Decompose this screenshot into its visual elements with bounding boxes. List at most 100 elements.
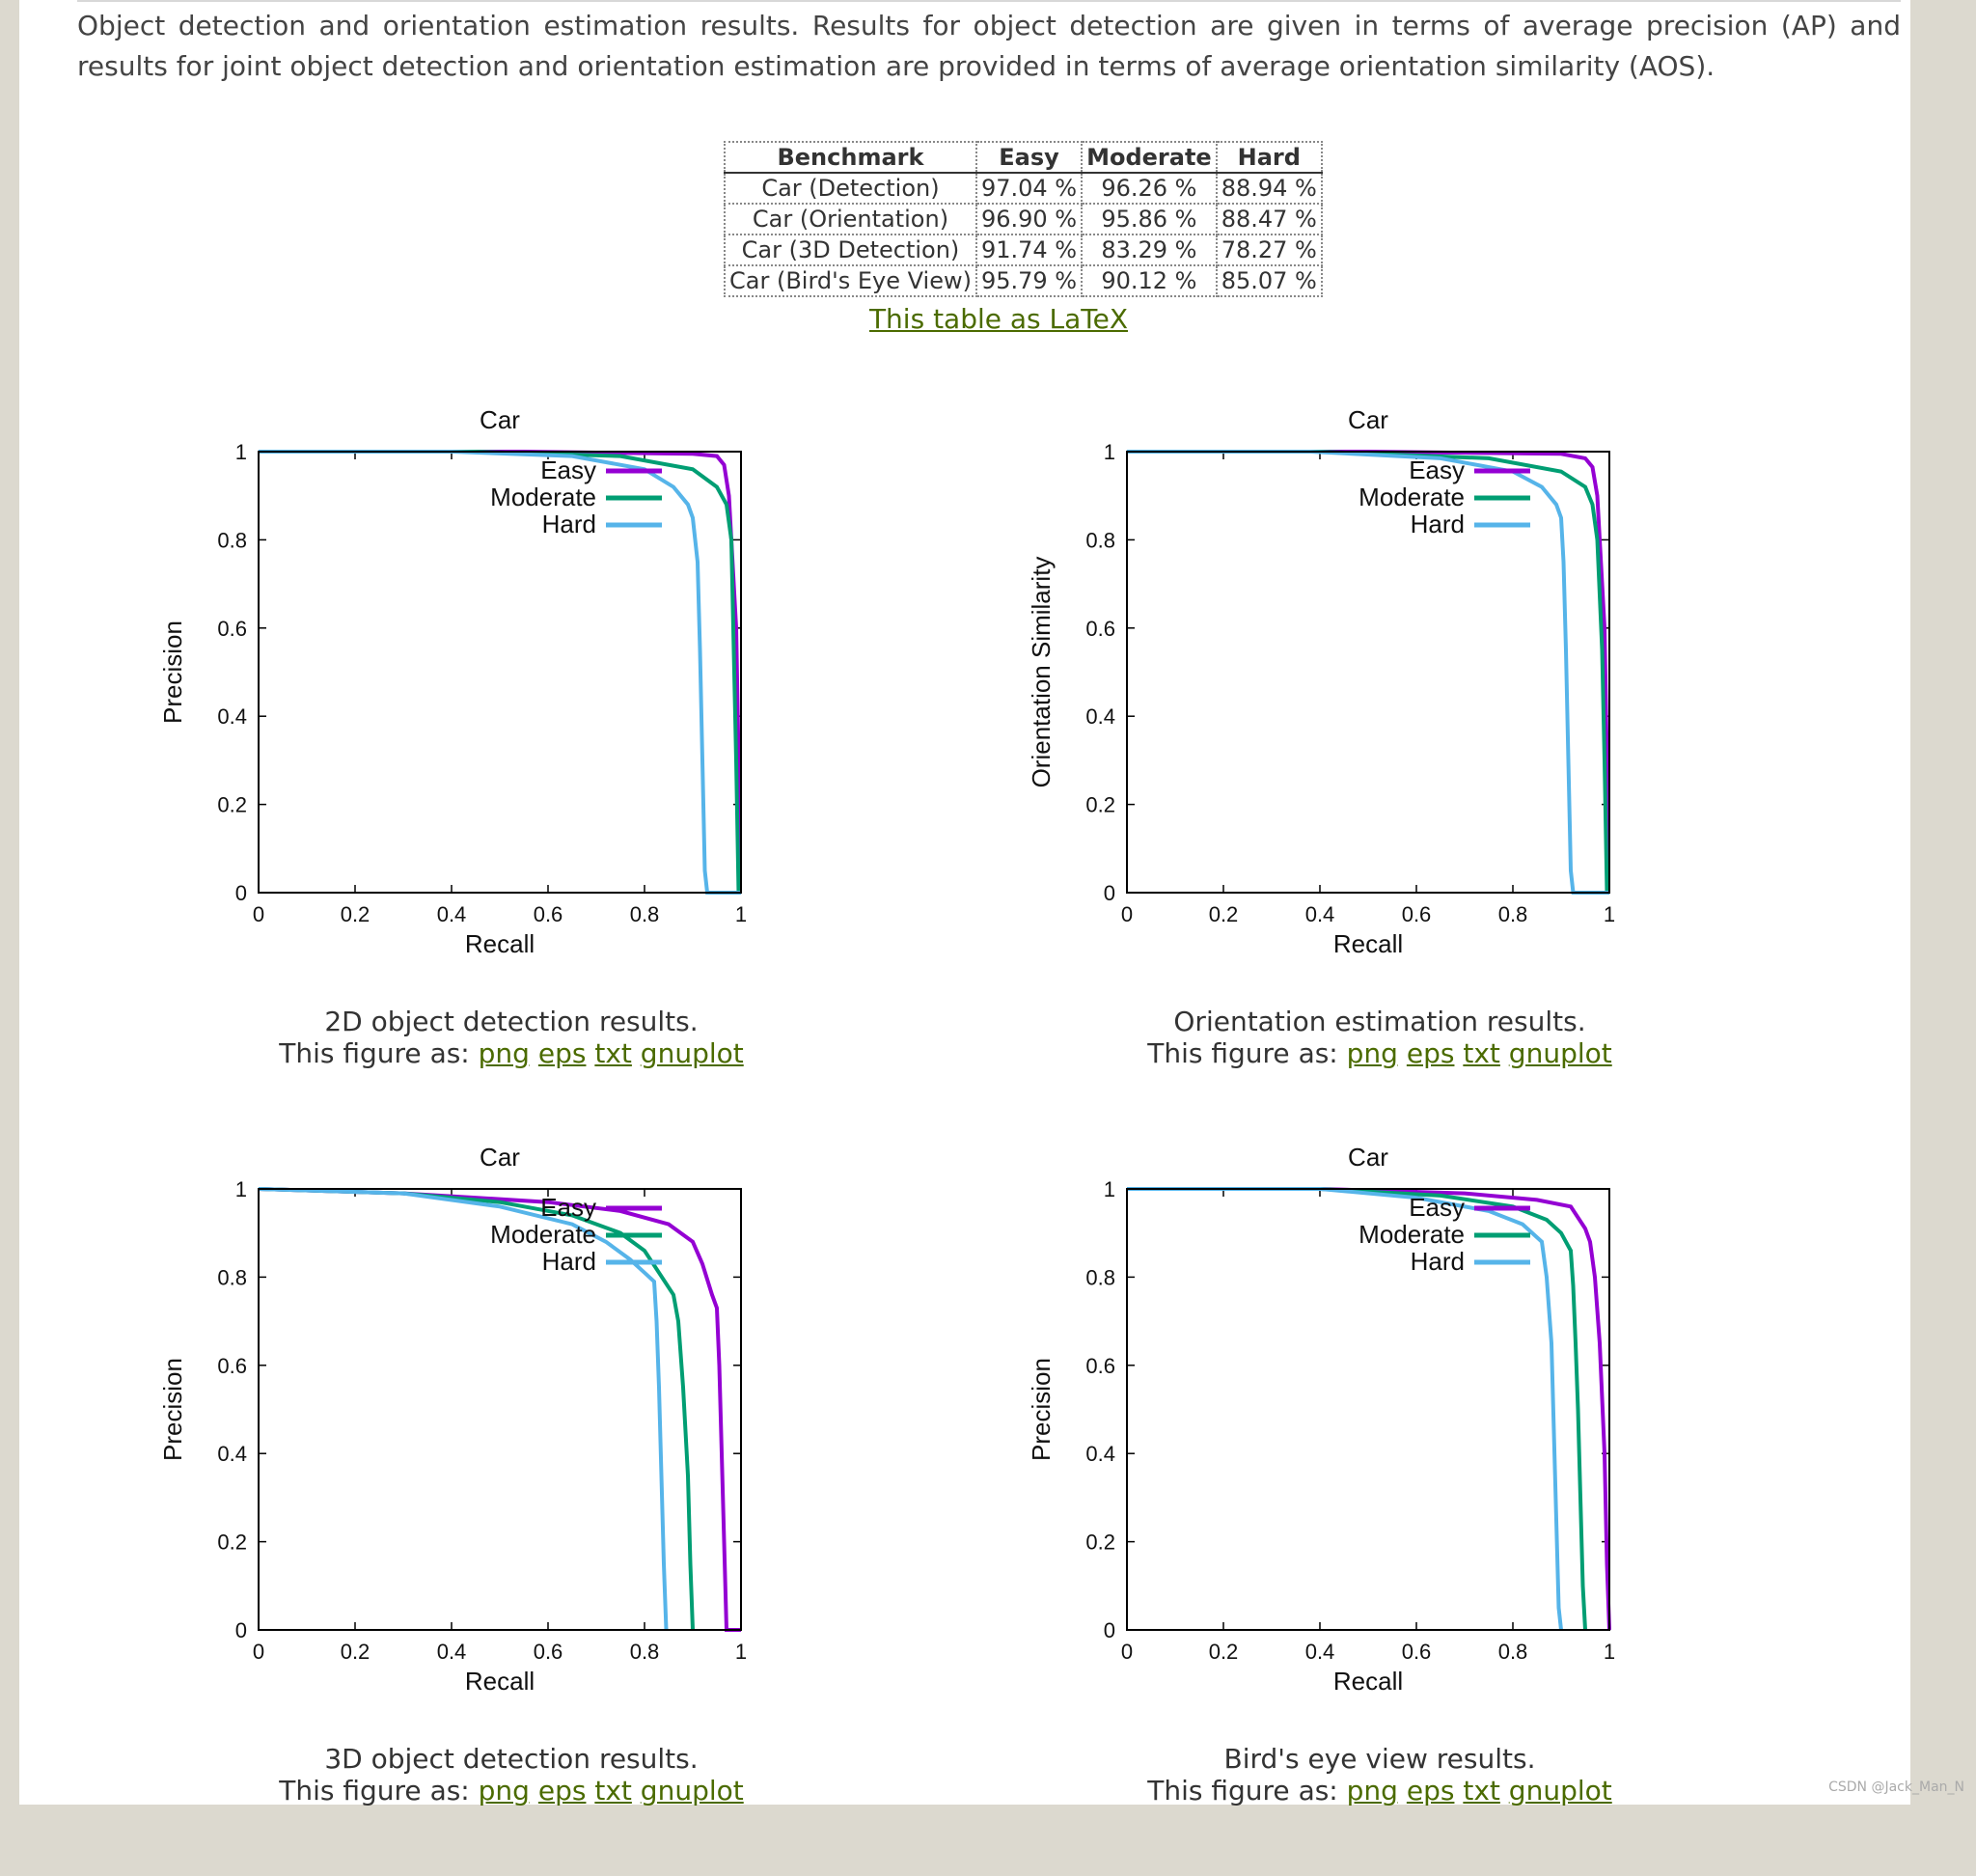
series-line-easy [1127, 450, 1610, 895]
y-axis-label: Precision [1027, 1358, 1056, 1461]
gnuplot-link[interactable]: gnuplot [1508, 1037, 1612, 1069]
y-tick-label: 1 [1104, 440, 1115, 464]
y-tick-label: 0.2 [1085, 793, 1115, 817]
table-header-row: Benchmark Easy Moderate Hard [724, 141, 1323, 174]
gnuplot-link[interactable]: gnuplot [640, 1775, 744, 1807]
legend-label-hard: Hard [1411, 510, 1465, 538]
chart-title: Car [480, 1143, 520, 1172]
legend-label-moderate: Moderate [1358, 483, 1465, 511]
header-cell: Moderate [1081, 141, 1218, 174]
legend-label-hard: Hard [1411, 1247, 1465, 1276]
x-axis-label: Recall [1333, 929, 1403, 958]
table-row: Car (3D Detection) 91.74 % 83.29 % 78.27… [724, 234, 1323, 266]
plot-frame [258, 1188, 742, 1631]
x-tick-label: 0.4 [1305, 1640, 1335, 1664]
png-link[interactable]: png [1346, 1037, 1398, 1069]
figure-links-prefix: This figure as: [1147, 1775, 1338, 1807]
table-cell: Car (Detection) [724, 172, 977, 205]
table-row: Car (Orientation) 96.90 % 95.86 % 88.47 … [724, 203, 1323, 235]
table-cell: Car (Orientation) [724, 203, 977, 235]
png-link[interactable]: png [478, 1037, 530, 1069]
y-tick-label: 0.6 [217, 617, 247, 641]
legend-label-moderate: Moderate [490, 1220, 596, 1249]
y-tick-label: 0.8 [1085, 528, 1115, 552]
y-tick-label: 0.2 [217, 793, 247, 817]
legend-label-hard: Hard [542, 1247, 596, 1276]
table-cell: 96.26 % [1081, 172, 1218, 205]
eps-link[interactable]: eps [1406, 1775, 1455, 1807]
header-cell: Easy [974, 141, 1084, 174]
eps-link[interactable]: eps [537, 1037, 587, 1069]
chart-orientation: Car 0 0.2 0.4 0.6 0.8 1 0 0.2 0.4 0.6 0.8 1 Recall Ori… [1027, 405, 1615, 958]
gnuplot-link[interactable]: gnuplot [1508, 1775, 1612, 1807]
series-line-hard [1127, 1187, 1563, 1631]
x-axis-label: Recall [465, 1667, 535, 1696]
series-line-easy [258, 1187, 741, 1632]
chart-3d-detection: Car 0 0.2 0.4 0.6 0.8 1 0 0.2 0.4 0.6 0.8 1 Recall Pre… [158, 1143, 747, 1696]
x-tick-label: 0.4 [437, 1640, 467, 1664]
x-tick-label: 0.6 [1402, 1640, 1432, 1664]
table-cell: 85.07 % [1215, 264, 1323, 297]
table-cell: Car (Bird's Eye View) [724, 264, 977, 297]
figure-links: This figure as: png eps txt gnuplot [946, 1775, 1814, 1807]
series-line-easy [259, 450, 742, 895]
series-line-moderate [1127, 450, 1609, 895]
png-link[interactable]: png [478, 1775, 530, 1807]
y-tick-label: 0.8 [217, 1265, 247, 1289]
table-cell: Car (3D Detection) [724, 234, 977, 266]
txt-link[interactable]: txt [1463, 1037, 1500, 1069]
x-tick-label: 0.6 [534, 902, 563, 926]
txt-link[interactable]: txt [1463, 1775, 1500, 1807]
txt-link[interactable]: txt [594, 1037, 632, 1069]
x-tick-label: 0.8 [1498, 902, 1528, 926]
latex-table-link[interactable]: This table as LaTeX [868, 303, 1129, 335]
table-cell: 88.94 % [1215, 172, 1323, 205]
y-tick-label: 1 [1104, 1177, 1115, 1201]
caption-text: Bird's eye view results. [1223, 1743, 1536, 1775]
legend-label-moderate: Moderate [1358, 1220, 1465, 1249]
figure-orientation: Car 0 0.2 0.4 0.6 0.8 1 0 0.2 0.4 0.6 0.8 1 Recall Ori… [946, 405, 1814, 1139]
caption-text: Orientation estimation results. [1173, 1006, 1586, 1037]
figure-links: This figure as: png eps txt gnuplot [946, 1037, 1814, 1069]
figure-links-prefix: This figure as: [1147, 1037, 1338, 1069]
table-cell: 90.12 % [1081, 264, 1218, 297]
x-tick-label: 0 [253, 902, 264, 926]
figure-caption: 2D object detection results. This figure… [77, 1006, 946, 1069]
figure-links-prefix: This figure as: [279, 1037, 470, 1069]
x-tick-label: 1 [735, 902, 747, 926]
caption-text: 2D object detection results. [324, 1006, 699, 1037]
x-tick-label: 0.2 [341, 902, 370, 926]
chart-title: Car [1348, 405, 1388, 434]
y-tick-label: 1 [235, 1177, 247, 1201]
x-tick-label: 1 [1604, 1640, 1615, 1664]
top-divider [77, 0, 1901, 2]
y-tick-label: 0.4 [1085, 1442, 1115, 1466]
y-axis-label: Precision [158, 1358, 187, 1461]
x-tick-label: 0.2 [1209, 1640, 1239, 1664]
series-line-hard [1127, 450, 1609, 895]
figure-3d-detection: Car 0 0.2 0.4 0.6 0.8 1 0 0.2 0.4 0.6 0.8 1 Recall Pre… [77, 1143, 946, 1876]
y-tick-label: 0.2 [217, 1531, 247, 1555]
x-axis-label: Recall [465, 929, 535, 958]
legend-label-easy: Easy [1409, 1193, 1465, 1222]
header-cell: Hard [1215, 141, 1323, 174]
plot-frame [258, 451, 742, 894]
legend-label-hard: Hard [542, 510, 596, 538]
y-tick-label: 0.2 [1085, 1531, 1115, 1555]
x-tick-label: 1 [735, 1640, 747, 1664]
gnuplot-link[interactable]: gnuplot [640, 1037, 744, 1069]
eps-link[interactable]: eps [1406, 1037, 1455, 1069]
txt-link[interactable]: txt [594, 1775, 632, 1807]
content-panel: Object detection and orientation estimat… [19, 0, 1910, 1807]
series-line-hard [258, 1187, 669, 1631]
chart-title: Car [1348, 1143, 1388, 1172]
eps-link[interactable]: eps [537, 1775, 587, 1807]
x-tick-label: 0.2 [341, 1640, 370, 1664]
plot-frame [1126, 451, 1610, 894]
y-tick-label: 0.6 [217, 1354, 247, 1378]
figure-links-prefix: This figure as: [279, 1775, 470, 1807]
png-link[interactable]: png [1346, 1775, 1398, 1807]
table-cell: 95.79 % [974, 264, 1084, 297]
x-tick-label: 0 [1121, 1640, 1133, 1664]
x-tick-label: 0 [1121, 902, 1133, 926]
